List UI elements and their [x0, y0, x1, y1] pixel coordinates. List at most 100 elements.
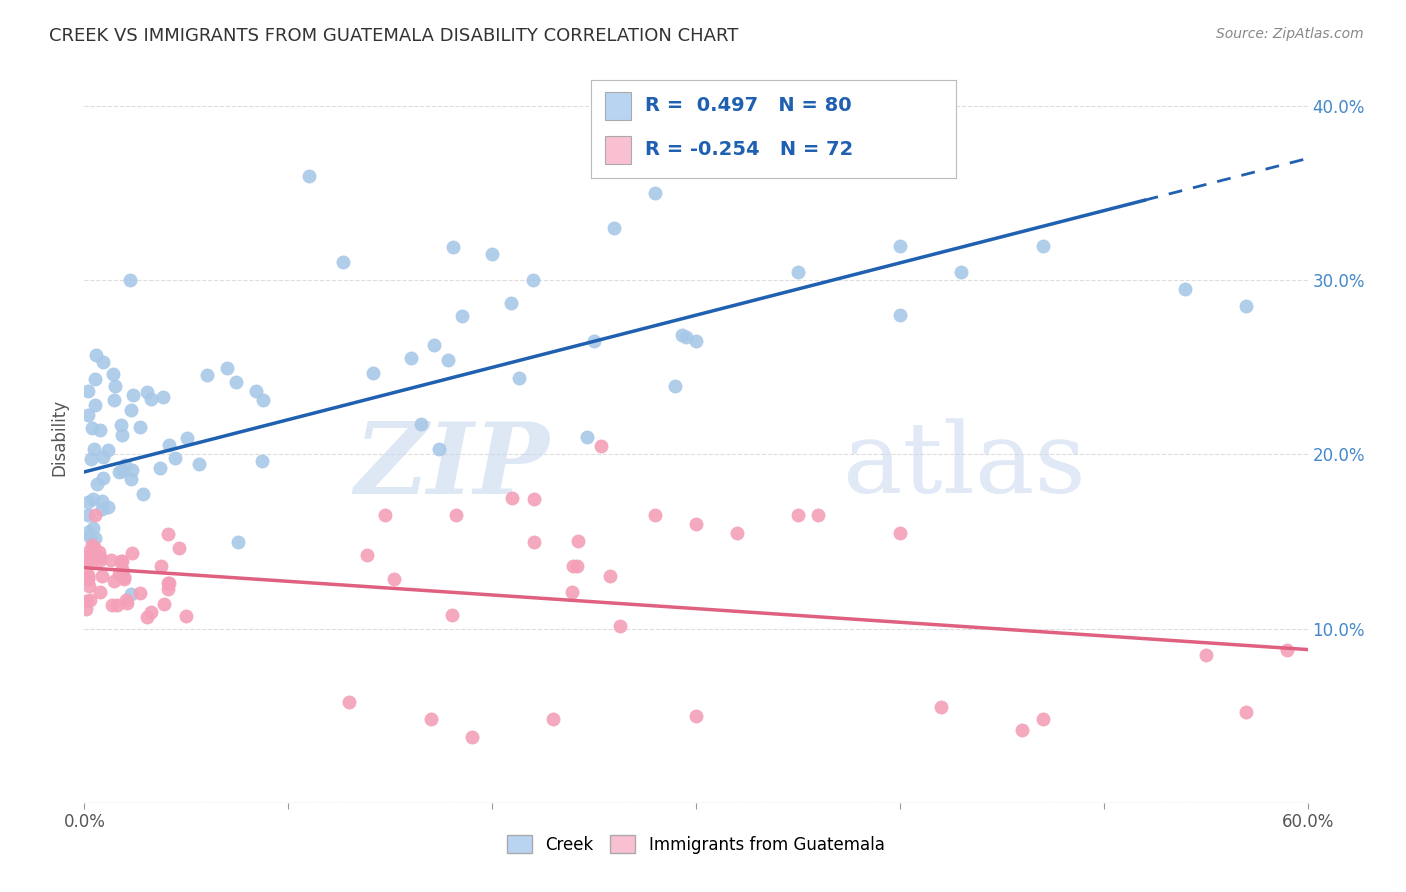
- Point: [77, 384, 100, 399]
- Point: [399, 351, 422, 365]
- Point: [89, 552, 111, 566]
- Point: [136, 384, 159, 399]
- Point: [77, 579, 100, 593]
- Point: [83, 442, 105, 457]
- Point: [86, 476, 108, 491]
- Point: [103, 367, 125, 381]
- Point: [80, 451, 103, 466]
- Point: [339, 695, 361, 709]
- Point: [685, 334, 707, 349]
- Point: [441, 240, 464, 254]
- Point: [361, 366, 384, 380]
- Point: [561, 585, 583, 599]
- Point: [664, 379, 686, 393]
- Point: [121, 388, 143, 402]
- Point: [436, 353, 458, 368]
- Point: [420, 712, 443, 726]
- Point: [929, 700, 952, 714]
- Point: [111, 464, 134, 478]
- Point: [422, 338, 444, 352]
- Point: [75, 554, 97, 568]
- Point: [252, 454, 274, 468]
- Point: [725, 525, 748, 540]
- Point: [1174, 282, 1197, 296]
- Point: [150, 558, 173, 573]
- Point: [374, 508, 396, 523]
- Point: [83, 398, 105, 412]
- Point: [226, 535, 249, 549]
- Point: [787, 265, 810, 279]
- Point: [157, 576, 180, 591]
- Point: [89, 584, 111, 599]
- Point: [889, 308, 911, 322]
- Text: ZIP: ZIP: [354, 418, 550, 515]
- Point: [153, 597, 176, 611]
- Point: [429, 442, 451, 457]
- Point: [79, 593, 101, 607]
- Point: [245, 384, 267, 398]
- Point: [644, 508, 666, 523]
- Point: [217, 361, 239, 376]
- Point: [104, 379, 127, 393]
- Text: R = -0.254   N = 72: R = -0.254 N = 72: [645, 140, 853, 159]
- Point: [451, 310, 474, 324]
- Point: [149, 461, 172, 475]
- Point: [114, 458, 136, 472]
- Point: [105, 598, 128, 612]
- Point: [75, 594, 97, 608]
- Point: [174, 608, 197, 623]
- Text: atlas: atlas: [842, 418, 1085, 514]
- Point: [567, 559, 589, 574]
- Point: [111, 554, 134, 568]
- Point: [111, 562, 134, 576]
- Point: [93, 355, 115, 369]
- Point: [165, 451, 187, 466]
- Point: [80, 557, 103, 571]
- Point: [110, 418, 132, 433]
- Point: [671, 327, 693, 342]
- Point: [79, 530, 101, 544]
- Point: [225, 376, 247, 390]
- Point: [120, 587, 142, 601]
- Point: [76, 570, 98, 584]
- Point: [562, 558, 585, 573]
- Legend: Creek, Immigrants from Guatemala: Creek, Immigrants from Guatemala: [501, 829, 891, 860]
- Point: [112, 572, 135, 586]
- Point: [298, 169, 321, 183]
- Point: [508, 371, 530, 385]
- Point: [89, 423, 111, 437]
- Point: [1011, 723, 1033, 737]
- Point: [107, 566, 129, 581]
- Point: [1277, 642, 1299, 657]
- Point: [139, 605, 162, 619]
- Point: [80, 420, 103, 434]
- Point: [332, 254, 354, 268]
- Point: [112, 570, 135, 584]
- Point: [115, 592, 138, 607]
- Point: [157, 437, 180, 451]
- Point: [128, 419, 150, 434]
- Point: [89, 549, 111, 564]
- Point: [575, 430, 598, 444]
- Point: [77, 525, 100, 540]
- Point: [77, 408, 100, 422]
- Point: [609, 619, 631, 633]
- Text: Source: ZipAtlas.com: Source: ZipAtlas.com: [1216, 27, 1364, 41]
- Point: [77, 495, 100, 509]
- Point: [382, 572, 405, 586]
- Point: [77, 545, 100, 559]
- Point: [543, 712, 565, 726]
- Point: [91, 471, 114, 485]
- Point: [188, 457, 211, 471]
- Point: [501, 296, 523, 310]
- Point: [83, 547, 105, 561]
- Point: [87, 545, 110, 559]
- Bar: [605, 136, 631, 164]
- Point: [103, 574, 125, 588]
- Point: [461, 730, 484, 744]
- Point: [103, 393, 125, 408]
- Point: [111, 428, 134, 442]
- Point: [101, 598, 124, 612]
- Point: [121, 463, 143, 477]
- Point: [77, 508, 100, 522]
